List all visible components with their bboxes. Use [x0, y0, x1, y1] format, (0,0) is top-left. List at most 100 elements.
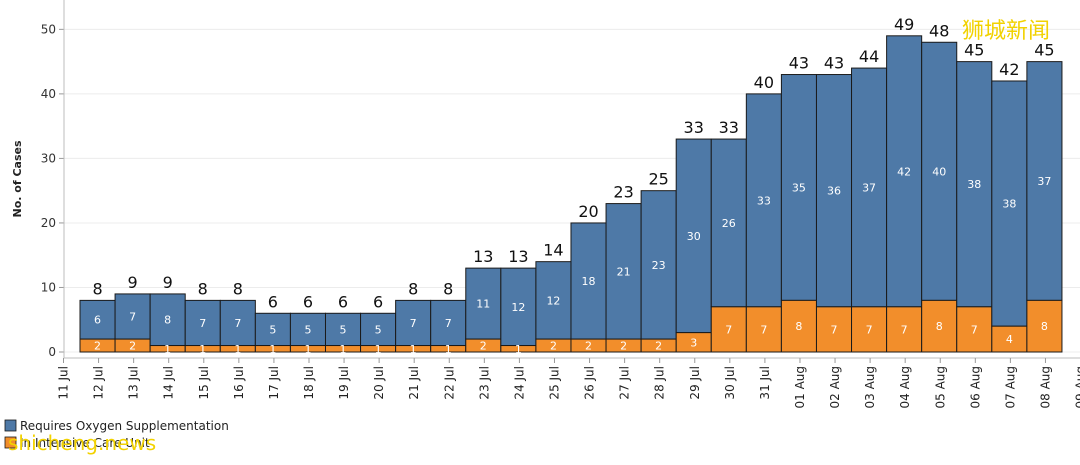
- label-icu: 2: [129, 340, 136, 353]
- label-oxygen: 26: [722, 217, 736, 230]
- legend-swatch: [4, 436, 17, 449]
- label-oxygen: 38: [967, 178, 981, 191]
- bar-oxygen: [605, 203, 642, 340]
- x-tick-label: 02 Aug: [828, 366, 842, 409]
- label-icu: 7: [831, 323, 838, 336]
- x-tick-label: 09 Aug: [1074, 366, 1080, 409]
- label-oxygen: 5: [375, 323, 382, 336]
- y-axis-title: No. of Cases: [11, 140, 24, 217]
- label-total: 13: [508, 247, 528, 266]
- label-total: 6: [373, 292, 383, 311]
- x-tick-label: 17 Jul: [267, 366, 281, 400]
- data-labels: 6287298197187185165165165167187181121312…: [92, 15, 1054, 356]
- label-oxygen: 7: [199, 317, 206, 330]
- x-tick-label: 19 Jul: [337, 366, 351, 400]
- x-tick-label: 08 Aug: [1038, 366, 1052, 409]
- label-oxygen: 12: [546, 294, 560, 307]
- label-oxygen: 37: [862, 181, 876, 194]
- x-tick-label: 20 Jul: [372, 366, 386, 400]
- bar-oxygen: [851, 67, 888, 308]
- bar-oxygen: [956, 61, 993, 308]
- label-oxygen: 38: [1002, 198, 1016, 211]
- label-total: 33: [719, 118, 739, 137]
- label-oxygen: 33: [757, 194, 771, 207]
- label-total: 14: [543, 241, 563, 260]
- x-tick-label: 07 Aug: [1003, 366, 1017, 409]
- x-tick-label: 21 Jul: [407, 366, 421, 400]
- label-oxygen: 7: [445, 317, 452, 330]
- x-tick-label: 16 Jul: [232, 366, 246, 400]
- bar-icu: [1026, 299, 1063, 353]
- label-icu: 1: [375, 343, 382, 356]
- bar-icu: [745, 306, 782, 353]
- y-tick-label: 30: [41, 151, 56, 165]
- label-total: 8: [233, 279, 243, 298]
- label-icu: 7: [725, 323, 732, 336]
- watermark-bottom-left: shicheng.news: [8, 431, 156, 455]
- label-oxygen: 35: [792, 181, 806, 194]
- label-icu: 2: [550, 340, 557, 353]
- label-total: 6: [338, 292, 348, 311]
- label-oxygen: 7: [129, 311, 136, 324]
- label-oxygen: 5: [304, 323, 311, 336]
- label-icu: 8: [936, 320, 943, 333]
- x-tick-label: 04 Aug: [898, 366, 912, 409]
- bar-oxygen: [710, 138, 747, 308]
- x-tick-label: 30 Jul: [723, 366, 737, 400]
- label-icu: 8: [1041, 320, 1048, 333]
- bar-oxygen: [745, 93, 782, 308]
- x-tick-label: 12 Jul: [92, 366, 106, 400]
- label-icu: 1: [164, 343, 171, 356]
- bars: [79, 35, 1063, 353]
- y-tick-label: 50: [41, 22, 56, 36]
- label-icu: 2: [480, 340, 487, 353]
- label-icu: 2: [94, 340, 101, 353]
- x-tick-label: 24 Jul: [512, 366, 526, 400]
- bar-oxygen: [500, 267, 537, 347]
- label-total: 33: [684, 118, 704, 137]
- label-total: 8: [92, 279, 102, 298]
- label-total: 43: [789, 54, 809, 73]
- bar-oxygen: [886, 35, 923, 308]
- x-tick-label: 01 Aug: [793, 366, 807, 409]
- label-total: 13: [473, 247, 493, 266]
- bar-icu: [851, 306, 888, 353]
- label-icu: 4: [1006, 333, 1013, 346]
- label-total: 23: [613, 183, 633, 202]
- x-tick-label: 18 Jul: [302, 366, 316, 400]
- y-tick-label: 10: [41, 280, 56, 294]
- x-tick-label: 03 Aug: [863, 366, 877, 409]
- bar-oxygen: [395, 299, 432, 347]
- label-oxygen: 23: [652, 259, 666, 272]
- label-icu: 2: [620, 340, 627, 353]
- x-tick-label: 15 Jul: [197, 366, 211, 400]
- bar-oxygen: [219, 299, 256, 347]
- label-oxygen: 42: [897, 165, 911, 178]
- label-icu: 7: [866, 323, 873, 336]
- label-oxygen: 7: [234, 317, 241, 330]
- x-tick-label: 06 Aug: [968, 366, 982, 409]
- label-oxygen: 6: [94, 314, 101, 327]
- label-oxygen: 18: [582, 275, 596, 288]
- x-tick-label: 14 Jul: [162, 366, 176, 400]
- label-icu: 1: [515, 343, 522, 356]
- bar-icu: [780, 299, 817, 353]
- bar-oxygen: [570, 222, 607, 340]
- legend-label: In Intensive Care Unit: [20, 436, 150, 450]
- x-tick-label: 25 Jul: [547, 366, 561, 400]
- y-tick-label: 0: [48, 345, 56, 359]
- label-oxygen: 11: [476, 298, 490, 311]
- label-total: 43: [824, 54, 844, 73]
- label-icu: 7: [971, 323, 978, 336]
- y-tick-label: 40: [41, 87, 56, 101]
- label-oxygen: 5: [269, 323, 276, 336]
- x-tick-label: 11 Jul: [57, 366, 71, 400]
- watermark-top-right: 狮城新闻: [962, 19, 1050, 44]
- label-total: 45: [964, 41, 984, 60]
- x-tick-label: 22 Jul: [442, 366, 456, 400]
- bar-oxygen: [535, 261, 572, 340]
- label-icu: 1: [445, 343, 452, 356]
- label-icu: 7: [760, 323, 767, 336]
